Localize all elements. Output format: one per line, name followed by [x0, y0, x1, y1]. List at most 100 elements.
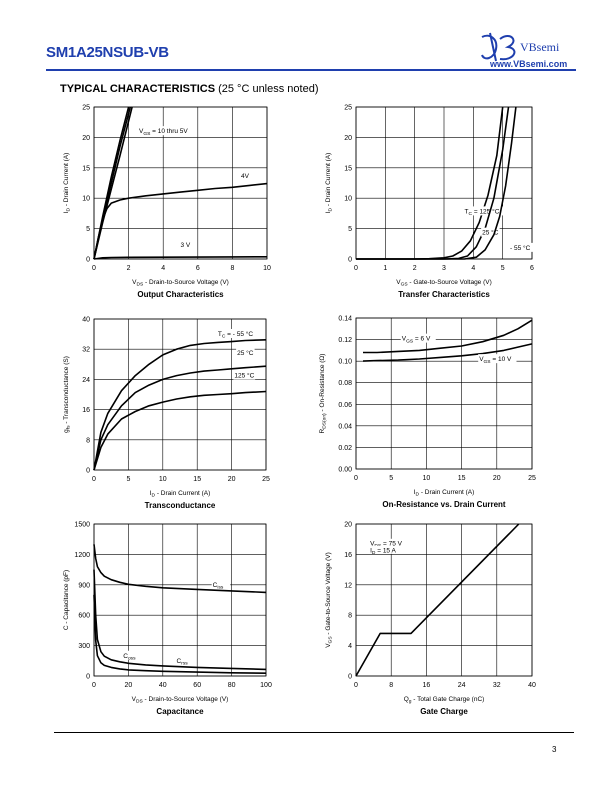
transconductance-series-label: 25 °C	[237, 349, 254, 357]
capacitance-series-line	[93, 569, 267, 671]
transfer-ytick-label: 10	[344, 196, 352, 203]
gate_charge-series-line	[355, 523, 520, 677]
capacitance-plot-frame	[93, 523, 267, 677]
transconductance-series-line	[93, 339, 267, 471]
gate_charge-xtick-label: 24	[458, 682, 466, 689]
gate_charge-ytick-label: 4	[348, 643, 352, 650]
gate_charge-plot-frame	[355, 523, 533, 677]
transfer-series-label-bg	[481, 227, 500, 237]
page-number: 3	[552, 745, 557, 754]
transfer-xtick-label: 4	[471, 265, 475, 272]
transfer-series-label-bg	[463, 206, 506, 216]
transconductance-xtick-label: 20	[228, 476, 236, 483]
transfer-ytick-label: 25	[344, 105, 352, 112]
transfer-title: Transfer Characteristics	[398, 290, 490, 299]
gate_charge-ytick-label: 8	[348, 613, 352, 620]
on_resistance-xtick-label: 10	[423, 475, 431, 482]
output-ylabel: ID​ - Drain Current (A)	[63, 153, 72, 214]
output-ytick-label: 5	[86, 226, 90, 233]
capacitance-title: Capacitance	[156, 707, 204, 716]
output-xtick-label: 4	[161, 265, 165, 272]
output-series-line	[93, 255, 268, 260]
transfer-series-line	[356, 106, 517, 260]
transconductance-series-label-bg	[236, 347, 255, 357]
on_resistance-plot-frame	[355, 317, 533, 470]
capacitance-xtick-label: 100	[260, 682, 272, 689]
gate_charge-ytick-label: 20	[344, 522, 352, 529]
on_resistance-ytick-label: 0.02	[338, 445, 352, 452]
transfer-xtick-label: 5	[501, 265, 505, 272]
output-xtick-label: 10	[263, 265, 271, 272]
capacitance-ytick-label: 1500	[74, 522, 90, 529]
section-heading: TYPICAL CHARACTERISTICS (25 °C unless no…	[60, 83, 319, 95]
output-series-label: VGS​ = 10 thru 5V	[139, 128, 188, 137]
gate_charge-xtick-label: 8	[389, 682, 393, 689]
output-series-line	[93, 106, 133, 260]
capacitance-ytick-label: 0	[86, 674, 90, 681]
capacitance-xtick-label: 60	[193, 682, 201, 689]
output-series-line	[93, 182, 268, 260]
on_resistance-series-line	[362, 343, 533, 362]
gate_charge-ytick-label: 16	[344, 552, 352, 559]
gate_charge-annotation-bg	[369, 538, 406, 547]
transfer-ytick-label: 15	[344, 165, 352, 172]
transfer-xtick-label: 2	[413, 265, 417, 272]
on_resistance-series-label-bg	[400, 333, 436, 343]
on_resistance-series-line	[363, 319, 533, 354]
capacitance-ytick-label: 900	[78, 582, 90, 589]
capacitance-series-label: Coss​	[123, 653, 136, 662]
capacitance-series-label-bg	[175, 655, 195, 665]
gate_charge-xtick-label: 32	[493, 682, 501, 689]
transfer-ylabel: ID​ - Drain Current (A)	[325, 153, 334, 214]
transfer-series-label: - 55 °C	[510, 244, 531, 252]
on_resistance-xtick-label: 0	[354, 475, 358, 482]
transconductance-ytick-label: 0	[86, 468, 90, 475]
output-series-label: 4V	[241, 173, 250, 180]
transconductance-xtick-label: 5	[126, 476, 130, 483]
transfer-series-label: 25 °C	[482, 229, 499, 237]
capacitance-series-label: Crss​	[177, 658, 189, 667]
capacitance-ytick-label: 1200	[74, 552, 90, 559]
transfer-series-label: TC​ = 125 °C	[465, 207, 500, 217]
capacitance-xtick-label: 20	[125, 682, 133, 689]
transconductance-ylabel: gfs​ - Transconductance (S)	[63, 356, 72, 433]
on_resistance-series-label: VGS​ = 6 V	[402, 336, 431, 345]
output-ytick-label: 0	[86, 257, 90, 264]
transconductance-series-label: 125 °C	[234, 372, 254, 380]
transconductance-series-label: TC​ = - 55 °C	[218, 330, 254, 340]
on_resistance-series-label: VGS​ = 10 V	[479, 356, 512, 365]
transconductance-series-label-bg	[233, 370, 256, 380]
capacitance-xtick-label: 0	[92, 682, 96, 689]
output-ytick-label: 10	[82, 196, 90, 203]
gate_charge-ylabel: VGS​ - Gate-to-Source Voltage (V)	[325, 552, 334, 648]
capacitance-ytick-label: 300	[78, 643, 90, 650]
gate_charge-xlabel: Qg​ - Total Gate Charge (nC)	[404, 696, 485, 705]
on_resistance-ytick-label: 0.14	[338, 316, 352, 323]
on_resistance-xlabel: ID​ - Drain Current (A)	[414, 489, 475, 498]
output-series-label: 3 V	[181, 242, 191, 249]
on_resistance-ytick-label: 0.06	[338, 402, 352, 409]
on_resistance-ytick-label: 0.12	[338, 337, 352, 344]
gate_charge-xtick-label: 0	[354, 682, 358, 689]
gate_charge-xtick-label: 40	[528, 682, 536, 689]
transconductance-series-label-bg	[216, 328, 262, 338]
output-ytick-label: 15	[82, 165, 90, 172]
section-note: (25 °C unless noted)	[218, 83, 319, 95]
transconductance-ytick-label: 8	[86, 437, 90, 444]
on_resistance-ytick-label: 0.00	[338, 467, 352, 474]
transfer-ytick-label: 0	[348, 257, 352, 264]
gate_charge-title: Gate Charge	[420, 707, 468, 716]
output-xlabel: VDS​ - Drain-to-Source Voltage (V)	[132, 279, 229, 288]
output-plot-frame	[93, 106, 268, 260]
transconductance-xtick-label: 0	[92, 476, 96, 483]
on_resistance-ytick-label: 0.04	[338, 423, 352, 430]
capacitance-xlabel: VDS​ - Drain-to-Source Voltage (V)	[132, 696, 229, 705]
on_resistance-series-label-bg	[478, 354, 517, 364]
transconductance-title: Transconductance	[145, 501, 216, 510]
transfer-xtick-label: 3	[442, 265, 446, 272]
website-link[interactable]: www.VBsemi.com	[490, 59, 568, 69]
transfer-xlabel: VGS​ - Gate-to-Source Voltage (V)	[396, 279, 492, 288]
output-xtick-label: 8	[230, 265, 234, 272]
capacitance-xtick-label: 80	[228, 682, 236, 689]
output-ytick-label: 20	[82, 135, 90, 142]
